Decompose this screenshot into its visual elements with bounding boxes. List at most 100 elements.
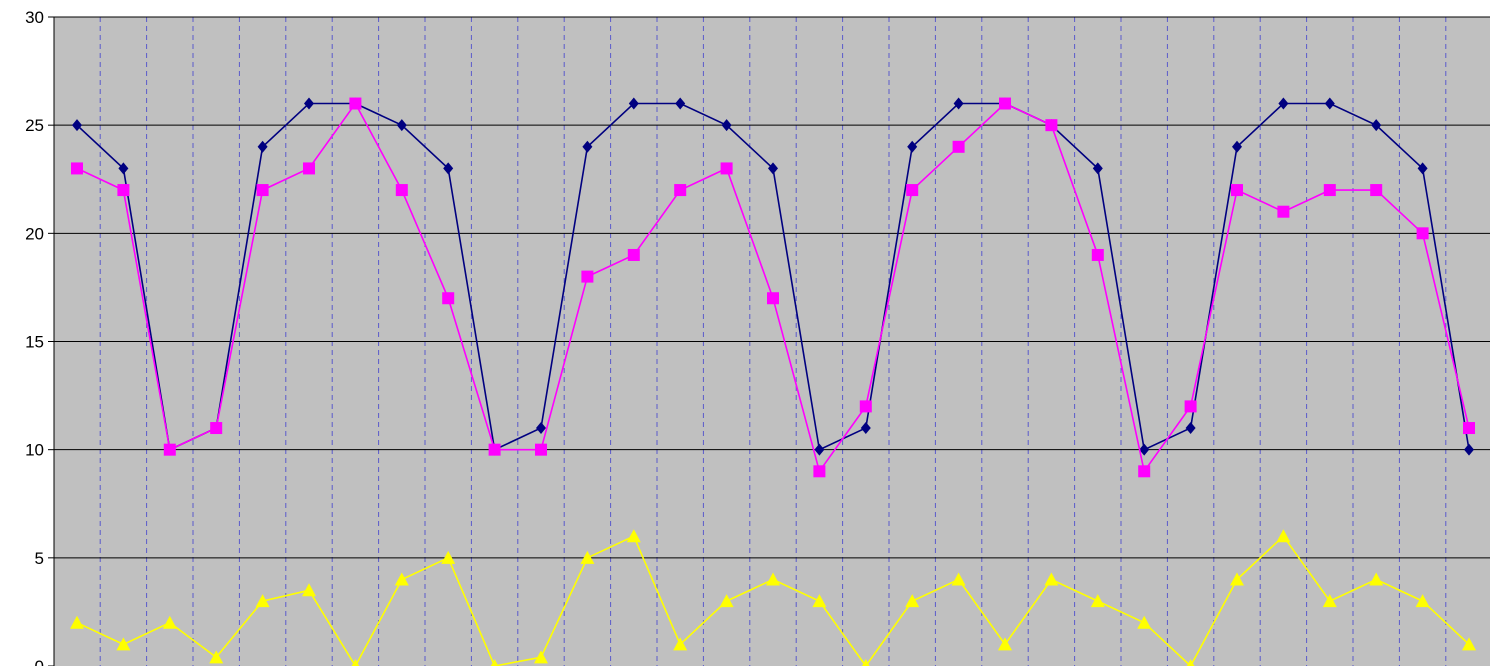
- data-point-triangle: [905, 594, 920, 608]
- data-point-triangle: [534, 650, 548, 664]
- data-point-square: [71, 162, 83, 175]
- data-point-triangle: [441, 550, 456, 564]
- data-point-square: [581, 270, 594, 283]
- data-point-square: [1184, 400, 1197, 413]
- data-point-triangle: [673, 637, 688, 651]
- data-point-diamond: [953, 97, 964, 110]
- data-point-square: [999, 97, 1011, 110]
- data-point-diamond: [443, 162, 454, 175]
- data-point-diamond: [860, 422, 871, 435]
- data-point-diamond: [1185, 422, 1196, 435]
- data-point-triangle: [766, 572, 780, 586]
- data-point-triangle: [580, 550, 595, 564]
- series-2: [71, 97, 1475, 478]
- data-point-diamond: [628, 97, 639, 110]
- data-point-square: [813, 465, 826, 478]
- y-tick-label: 15: [25, 333, 44, 352]
- data-point-triangle: [1322, 594, 1337, 608]
- data-point-square: [349, 97, 362, 110]
- data-point-diamond: [536, 422, 546, 435]
- data-point-diamond: [1092, 162, 1103, 175]
- data-point-square: [210, 422, 223, 435]
- data-point-triangle: [255, 594, 270, 608]
- data-point-diamond: [1278, 97, 1289, 110]
- data-point-square: [1138, 465, 1151, 478]
- data-point-triangle: [70, 615, 84, 629]
- y-tick-label: 10: [25, 441, 44, 460]
- data-point-diamond: [1464, 443, 1474, 456]
- data-point-square: [1323, 184, 1336, 197]
- data-point-square: [1370, 184, 1383, 197]
- data-point-square: [303, 162, 315, 175]
- data-point-triangle: [626, 529, 641, 543]
- data-point-diamond: [118, 162, 129, 175]
- data-point-triangle: [862, 659, 870, 666]
- data-point-diamond: [1324, 97, 1335, 110]
- data-point-square: [720, 162, 733, 175]
- data-point-triangle: [1276, 529, 1291, 543]
- y-tick-label: 20: [25, 224, 44, 243]
- series-3: [70, 529, 1476, 666]
- data-point-square: [1045, 119, 1058, 132]
- y-axis-ticks: 0 5 10 15 20 25 30: [25, 8, 54, 666]
- data-point-square: [627, 248, 640, 261]
- data-point-triangle: [1186, 659, 1195, 666]
- data-point-square: [1091, 248, 1104, 261]
- data-point-triangle: [302, 583, 316, 597]
- y-tick-label: 5: [35, 549, 44, 568]
- data-point-square: [906, 184, 919, 197]
- y-tick-label: 25: [25, 116, 44, 135]
- data-point-square: [256, 184, 269, 197]
- data-point-triangle: [490, 659, 499, 666]
- data-point-square: [1231, 184, 1243, 197]
- data-point-square: [535, 443, 547, 456]
- data-point-triangle: [719, 594, 734, 608]
- data-point-triangle: [1415, 594, 1430, 608]
- data-point-triangle: [1230, 572, 1244, 586]
- data-point-square: [859, 400, 872, 413]
- data-point-triangle: [116, 637, 131, 651]
- data-point-square: [767, 292, 779, 305]
- data-point-diamond: [721, 119, 732, 132]
- data-point-diamond: [72, 119, 82, 132]
- data-point-triangle: [998, 637, 1012, 651]
- data-point-triangle: [1044, 572, 1059, 586]
- data-point-diamond: [907, 140, 918, 153]
- data-point-triangle: [951, 572, 966, 586]
- data-point-diamond: [257, 140, 268, 153]
- data-point-triangle: [1137, 615, 1152, 629]
- y-tick-label: 30: [25, 8, 44, 27]
- data-point-diamond: [1139, 443, 1150, 456]
- y-tick-label: 0: [35, 657, 44, 666]
- data-point-square: [442, 292, 455, 305]
- series-layer: [70, 97, 1476, 666]
- data-point-diamond: [582, 140, 593, 153]
- data-point-triangle: [1462, 637, 1476, 651]
- data-point-diamond: [1417, 162, 1428, 175]
- data-point-square: [117, 184, 130, 197]
- data-point-triangle: [351, 659, 360, 666]
- data-point-square: [395, 184, 408, 197]
- data-point-square: [1463, 422, 1475, 435]
- data-point-triangle: [1369, 572, 1384, 586]
- data-point-square: [488, 443, 501, 456]
- horizontal-gridlines: [54, 16, 1490, 559]
- data-point-triangle: [162, 615, 177, 629]
- data-point-triangle: [394, 572, 409, 586]
- data-point-square: [1416, 227, 1429, 240]
- data-point-diamond: [1232, 140, 1242, 153]
- data-point-square: [1277, 205, 1290, 218]
- data-point-diamond: [814, 443, 825, 456]
- data-point-diamond: [768, 162, 778, 175]
- data-point-square: [952, 140, 965, 153]
- data-point-triangle: [209, 650, 224, 664]
- data-point-triangle: [812, 594, 827, 608]
- data-point-triangle: [1090, 594, 1105, 608]
- data-point-diamond: [396, 119, 407, 132]
- data-point-square: [163, 443, 176, 456]
- data-point-square: [674, 184, 687, 197]
- data-point-diamond: [304, 97, 314, 110]
- data-point-diamond: [675, 97, 686, 110]
- data-point-diamond: [1371, 119, 1382, 132]
